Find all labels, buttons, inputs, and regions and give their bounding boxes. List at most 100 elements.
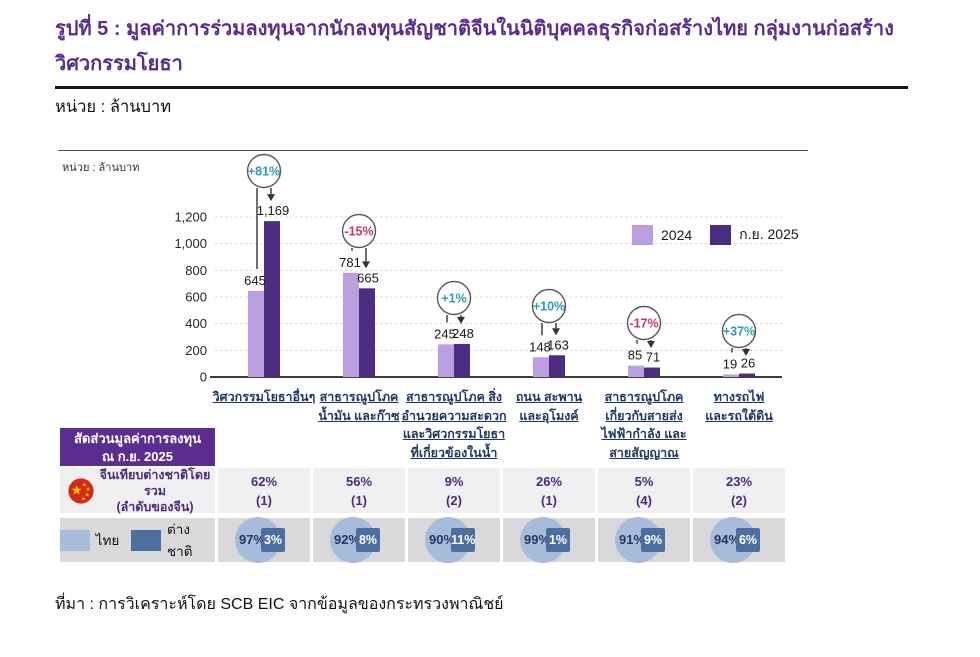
- category-label-line: และวิศวกรรมโยธา: [402, 427, 506, 441]
- china-row-label-text: จีนเทียบต่างชาติโดยรวม (ลำดับของจีน): [95, 467, 215, 515]
- y-tick-label: 1,200: [174, 210, 207, 225]
- legend-swatch-2025: [710, 225, 732, 245]
- china-rank: (2): [731, 493, 747, 508]
- foreign-share-pct: 11%: [451, 528, 475, 552]
- bar-chart: 0 200 400 600 800 1,000 1,200 645 1,169 +81% 78166…: [174, 153, 782, 385]
- china-share-cell: 9% (2): [408, 468, 500, 513]
- pct-change-label: +37%: [723, 325, 755, 339]
- category-label-line: อำนวยความสะดวก: [401, 408, 507, 423]
- pct-change-label: +10%: [533, 300, 565, 314]
- split-row-label: ไทย ต่างชาติ: [60, 518, 215, 562]
- y-tick-label: 400: [185, 316, 207, 331]
- foreign-share-pct: 3%: [261, 528, 285, 552]
- thai-foreign-split-cell: 90% 11%: [408, 517, 500, 563]
- bar-2025: [739, 373, 755, 377]
- thai-share-pct: 92%: [333, 532, 361, 547]
- category-label-line: สาธารณูปโภค: [319, 390, 399, 404]
- category-label: วิศวกรรมโยธาอื่นๆ: [207, 388, 321, 407]
- legend-swatch-2024: [632, 225, 653, 245]
- y-tick-label: 600: [185, 290, 207, 305]
- category-label-line: ไฟฟ้ากำลัง และ: [601, 427, 687, 441]
- china-share-cell: 62% (1): [218, 468, 310, 513]
- bar-value-label: 645: [244, 273, 266, 288]
- thai-share-pct: 99%: [523, 532, 551, 547]
- bar-value-label: 665: [357, 270, 379, 285]
- china-share-pct: 26%: [535, 474, 563, 489]
- thai-foreign-split-cell: 97% 3%: [218, 517, 310, 563]
- category-label-line: สายสัญญาณ: [609, 445, 679, 460]
- bar-2024: [438, 344, 454, 377]
- thai-label: ไทย: [95, 533, 120, 548]
- bar-2025: [359, 288, 375, 377]
- y-tick-label: 200: [185, 343, 207, 358]
- bar-2025: [454, 343, 470, 377]
- category-label: ทางรถไฟและรถใต้ดิน: [682, 388, 796, 425]
- y-tick-label: 0: [200, 370, 207, 385]
- bubble-arrow-head: [362, 261, 370, 269]
- china-share-cell: 23% (2): [693, 468, 785, 513]
- thai-share-pct: 97%: [238, 532, 266, 547]
- bar-value-label: 781: [339, 255, 361, 270]
- thai-share-pct: 90%: [428, 532, 456, 547]
- category-label-line: ที่เกี่ยวข้องในน้ำ: [410, 445, 498, 460]
- chart-unit-label: หน่วย : ล้านบาท: [62, 162, 140, 174]
- bar-value-label: 148: [529, 339, 551, 354]
- category-label: สาธารณูปโภค เกี่ยวกับสายส่ง ไฟฟ้ากำลัง และ…: [587, 388, 701, 462]
- category-label-line: และรถใต้ดิน: [705, 408, 773, 423]
- svg-text:★: ★: [86, 486, 91, 493]
- svg-text:★: ★: [82, 481, 87, 488]
- category-label-line: ทางรถไฟ: [713, 390, 765, 404]
- thai-swatch: [60, 529, 90, 551]
- bar-2024: [248, 291, 264, 377]
- category-label-line: สาธารณูปโภค สิ่ง: [405, 390, 503, 404]
- china-row-label-line1: จีนเทียบต่างชาติโดยรวม: [99, 467, 211, 498]
- thai-foreign-split-cell: 91% 9%: [598, 517, 690, 563]
- bubble-arrow-head: [457, 316, 465, 324]
- thai-share-pct: 94%: [713, 532, 741, 547]
- figure-title: รูปที่ 5 : มูลค่าการร่วมลงทุนจากนักลงทุน…: [55, 18, 894, 75]
- bar-value-label: 71: [646, 350, 660, 365]
- pct-change-bubble: [436, 280, 472, 316]
- svg-text:★: ★: [85, 491, 90, 498]
- thai-foreign-split-cell: 94% 6%: [693, 517, 785, 563]
- bar-value-label: 1,169: [257, 203, 290, 218]
- pct-change-bubble: [626, 305, 662, 341]
- category-label: สาธารณูปโภค สิ่งอำนวยความสะดวกและวิศวกรร…: [397, 388, 511, 462]
- foreign-share-pct: 9%: [641, 528, 665, 552]
- foreign-share-pct: 1%: [546, 528, 570, 552]
- y-tick-label: 800: [185, 263, 207, 278]
- pct-change-bubble: [341, 213, 377, 249]
- china-rank: (1): [256, 493, 272, 508]
- china-rank: (1): [541, 493, 557, 508]
- pct-change-bubble: [721, 313, 757, 349]
- table-header-line2: ณ ก.ย. 2025: [102, 449, 173, 464]
- china-rank: (2): [446, 493, 462, 508]
- unit-label: หน่วย : ล้านบาท: [55, 98, 172, 116]
- pct-change-bubble: [531, 288, 567, 324]
- bar-2025: [644, 367, 660, 377]
- china-share-pct: 62%: [250, 474, 278, 489]
- pct-change-bubble: [246, 153, 282, 189]
- category-label: ถนน สะพาน และอุโมงค์: [492, 388, 606, 425]
- category-label-line: เกี่ยวกับสายส่ง: [605, 408, 683, 423]
- china-rank: (1): [351, 493, 367, 508]
- bubble-arrow-head: [552, 328, 560, 336]
- china-rank: (4): [636, 493, 652, 508]
- bar-value-label: 26: [741, 356, 755, 371]
- china-share-cell: 5% (4): [598, 468, 690, 513]
- bar-value-label: 163: [547, 337, 569, 352]
- table-header-line1: สัดส่วนมูลค่าการลงทุน: [74, 431, 201, 446]
- bar-value-label: 19: [723, 356, 737, 371]
- category-label: สาธารณูปโภค น้ำมัน และก๊าซ: [302, 388, 416, 425]
- thai-foreign-split-cell: 99% 1%: [503, 517, 595, 563]
- bar-2024: [533, 357, 549, 377]
- china-row-label-line2: (ลำดับของจีน): [116, 499, 194, 514]
- china-share-cell: 26% (1): [503, 468, 595, 513]
- foreign-label: ต่างชาติ: [167, 522, 193, 559]
- y-tick-label: 1,000: [174, 236, 207, 251]
- china-share-cell: 56% (1): [313, 468, 405, 513]
- pct-change-label: +81%: [248, 165, 280, 179]
- bubble-arrow-head: [267, 194, 275, 202]
- source-note: ที่มา : การวิเคราะห์โดย SCB EIC จากข้อมู…: [55, 596, 504, 613]
- bar-value-label: 245: [434, 326, 456, 341]
